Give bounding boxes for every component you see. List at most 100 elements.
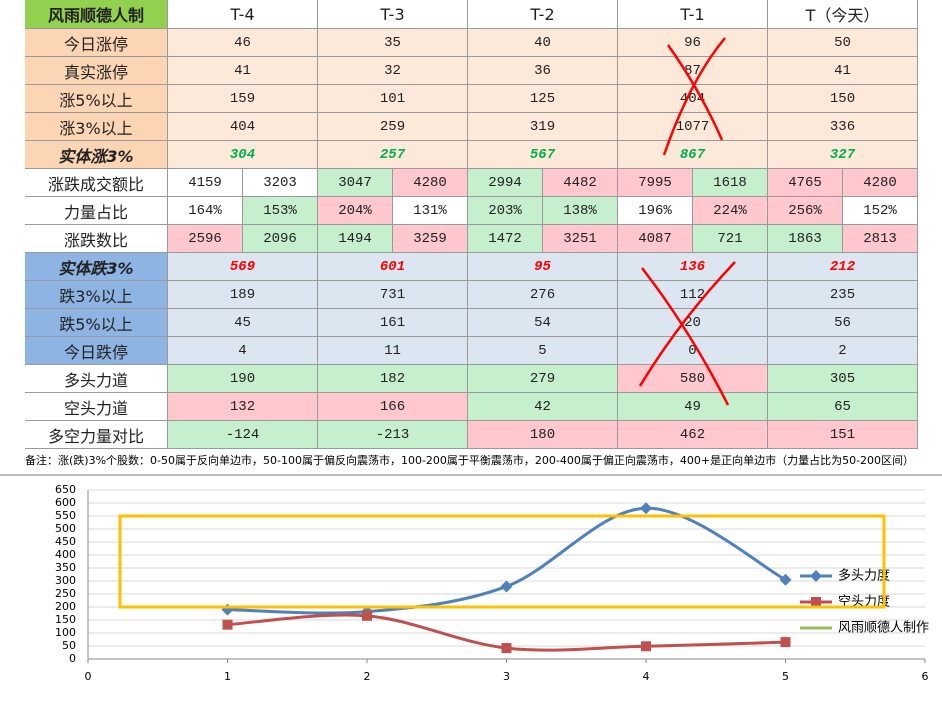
- table-cell: 190: [168, 365, 318, 393]
- table-cell: 721: [693, 225, 768, 253]
- row-label: 力量占比: [25, 197, 168, 225]
- table-cell: 159: [168, 85, 318, 113]
- y-tick-label: 550: [55, 509, 76, 522]
- table-cell: 96: [618, 29, 768, 57]
- table-cell: 41: [768, 57, 918, 85]
- cross-stroke: [641, 267, 730, 406]
- table-cell: 180: [468, 421, 618, 449]
- table-cell: 11: [318, 337, 468, 365]
- table-cell: 136: [618, 253, 768, 281]
- table-cell: -124: [168, 421, 318, 449]
- table-cell: 46: [168, 29, 318, 57]
- table-cell: 182: [318, 365, 468, 393]
- row-label: 多头力道: [25, 365, 168, 393]
- series-line: [227, 506, 787, 615]
- table-cell: 404: [618, 85, 768, 113]
- table-cell: 50: [768, 29, 918, 57]
- table-cell: 152%: [843, 197, 918, 225]
- row-label: 今日涨停: [25, 29, 168, 57]
- x-tick-label: 2: [364, 670, 371, 683]
- table-cell: 138%: [543, 197, 618, 225]
- table-cell: 2596: [168, 225, 243, 253]
- table-cell: 1472: [468, 225, 543, 253]
- x-tick-label: 5: [782, 670, 789, 683]
- y-tick-label: 100: [55, 626, 76, 639]
- row-label: 涨5%以上: [25, 85, 168, 113]
- y-tick-label: 0: [69, 652, 76, 665]
- table-cell: 1494: [318, 225, 393, 253]
- table-cell: 276: [468, 281, 618, 309]
- table-cell: 404: [168, 113, 318, 141]
- table-cell: 3251: [543, 225, 618, 253]
- point: [640, 502, 652, 515]
- cross-stroke: [666, 44, 724, 141]
- column-header: T-2: [468, 0, 618, 29]
- legend-marker: [810, 570, 822, 582]
- point: [362, 610, 372, 621]
- table-cell: 4: [168, 337, 318, 365]
- y-tick-label: 150: [55, 613, 76, 626]
- row-label: 真实涨停: [25, 57, 168, 85]
- legend-label: 多头力度: [838, 568, 890, 584]
- row-label: 跌3%以上: [25, 281, 168, 309]
- y-tick-label: 450: [55, 535, 76, 548]
- x-tick-label: 4: [643, 670, 650, 683]
- row-label: 涨3%以上: [25, 113, 168, 141]
- table-cell: 161: [318, 309, 468, 337]
- table-cell: 2096: [243, 225, 318, 253]
- table-cell: 4159: [168, 169, 243, 197]
- table-cell: 153%: [243, 197, 318, 225]
- y-tick-label: 600: [55, 496, 76, 509]
- table-cell: 319: [468, 113, 618, 141]
- table-cell: 101: [318, 85, 468, 113]
- row-label: 实体涨3%: [25, 141, 168, 169]
- x-tick-label: 3: [503, 670, 510, 683]
- table-cell: 2813: [843, 225, 918, 253]
- separator: [0, 474, 942, 476]
- table-cell: 1077: [618, 113, 768, 141]
- row-label: 涨跌数比: [25, 225, 168, 253]
- table-cell: 95: [468, 253, 618, 281]
- table-cell: 304: [168, 141, 318, 169]
- x-tick-label: 6: [922, 670, 929, 683]
- table-cell: 1863: [768, 225, 843, 253]
- table-cell: 166: [318, 393, 468, 421]
- y-tick-label: 200: [55, 600, 76, 613]
- table-cell: 4482: [543, 169, 618, 197]
- point: [222, 619, 233, 630]
- table-cell: 112: [618, 281, 768, 309]
- column-header: T（今天）: [768, 0, 918, 29]
- point: [780, 637, 791, 648]
- legend-marker: [811, 597, 821, 607]
- y-tick-label: 400: [55, 548, 76, 561]
- table-cell: 203%: [468, 197, 543, 225]
- table-cell: 65: [768, 393, 918, 421]
- row-label: 涨跌成交额比: [25, 169, 168, 197]
- row-label: 多空力量对比: [25, 421, 168, 449]
- row-label: 实体跌3%: [25, 253, 168, 281]
- table-cell: 189: [168, 281, 318, 309]
- table-cell: 731: [318, 281, 468, 309]
- table-cell: -213: [318, 421, 468, 449]
- table-cell: 125: [468, 85, 618, 113]
- table-cell: 4280: [393, 169, 468, 197]
- table-cell: 36: [468, 57, 618, 85]
- table-cell: 4765: [768, 169, 843, 197]
- row-label: 今日跌停: [25, 337, 168, 365]
- point: [221, 603, 234, 616]
- table-cell: 35: [318, 29, 468, 57]
- table-cell: 305: [768, 365, 918, 393]
- table-cell: 54: [468, 309, 618, 337]
- y-tick-label: 500: [55, 522, 76, 535]
- table-cell: 204%: [318, 197, 393, 225]
- table-cell: 212: [768, 253, 918, 281]
- table-cell: 56: [768, 309, 918, 337]
- legend-label: 风雨顺德人制作: [838, 621, 929, 636]
- table-cell: 256%: [768, 197, 843, 225]
- y-tick-label: 300: [55, 574, 76, 587]
- y-tick-label: 50: [62, 639, 76, 652]
- table-cell: 567: [468, 141, 618, 169]
- point: [500, 580, 513, 593]
- table-cell: 3203: [243, 169, 318, 197]
